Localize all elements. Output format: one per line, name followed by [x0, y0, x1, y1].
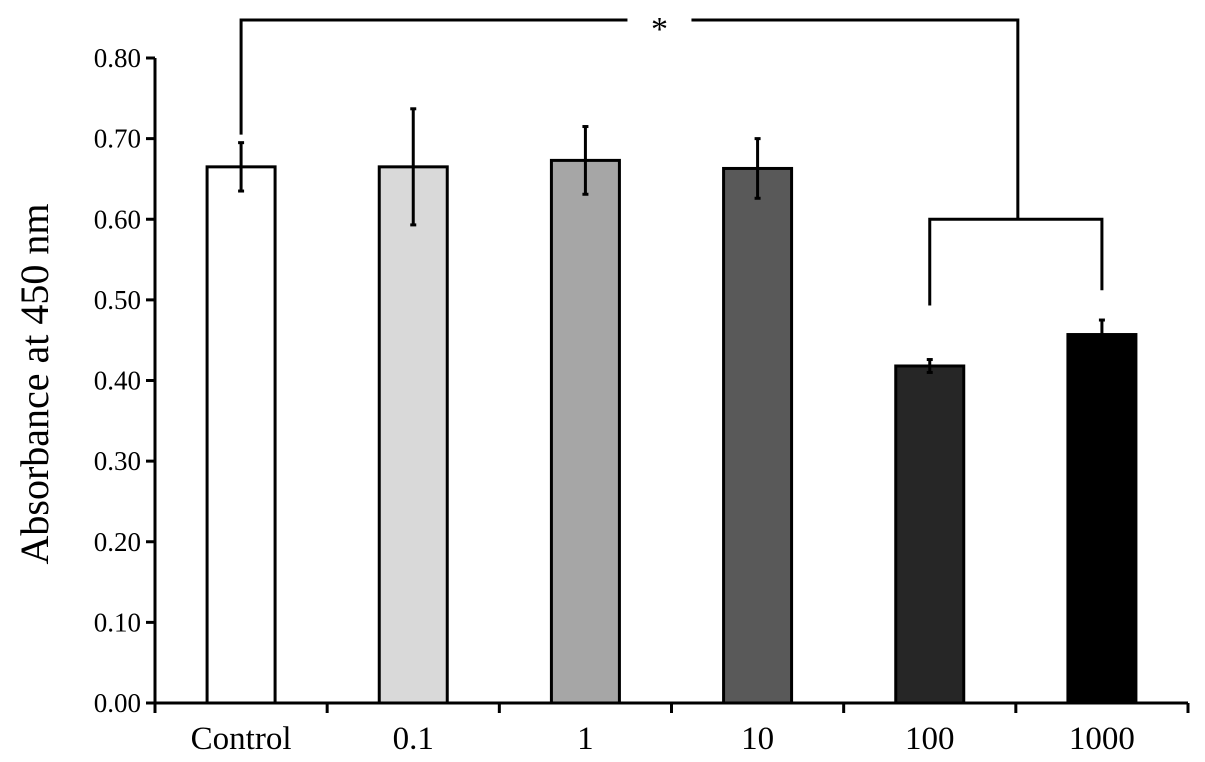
- bar: [205, 165, 277, 705]
- bracket-right-arm: [691, 18, 1020, 220]
- x-tick-label: Control: [191, 721, 292, 757]
- error-bar: [582, 125, 589, 196]
- axes: 0.00 0.10 0.20 0.30 0.40 0.50 0.60 0.70 0.80 Cont…: [94, 43, 1190, 757]
- x-tick-label: 10: [741, 721, 774, 757]
- y-tick-label: 0.60: [94, 204, 141, 234]
- bar: [1066, 333, 1138, 705]
- error-bar: [238, 141, 245, 193]
- y-tick-label: 0.00: [94, 688, 141, 718]
- significance-star: *: [651, 11, 668, 48]
- y-tick-label: 0.20: [94, 527, 141, 557]
- x-tick-label: 0.1: [393, 721, 434, 757]
- bar: [722, 166, 794, 705]
- bar: [377, 165, 449, 705]
- bar: [894, 364, 966, 705]
- error-bar: [410, 107, 417, 227]
- bracket-left-arm: [239, 18, 628, 135]
- x-tick-label: 100: [905, 721, 955, 757]
- significance-bracket: *: [239, 11, 1104, 306]
- y-tick-label: 0.30: [94, 446, 141, 476]
- bars: [205, 158, 1138, 705]
- bracket-sub-group: [928, 217, 1104, 306]
- error-bar: [926, 358, 933, 374]
- error-bar: [754, 137, 761, 200]
- error-bar: [1098, 318, 1105, 351]
- x-tick-label: 1: [577, 721, 594, 757]
- y-tick-label: 0.80: [94, 43, 141, 73]
- y-axis-label: Absorbance at 450 nm: [12, 203, 57, 564]
- y-tick-label: 0.50: [94, 285, 141, 315]
- y-tick-label: 0.10: [94, 607, 141, 637]
- y-tick-label: 0.40: [94, 366, 141, 396]
- bar: [549, 158, 621, 705]
- error-bars: [238, 107, 1105, 374]
- y-tick-label: 0.70: [94, 124, 141, 154]
- x-tick-label: 1000: [1069, 721, 1135, 757]
